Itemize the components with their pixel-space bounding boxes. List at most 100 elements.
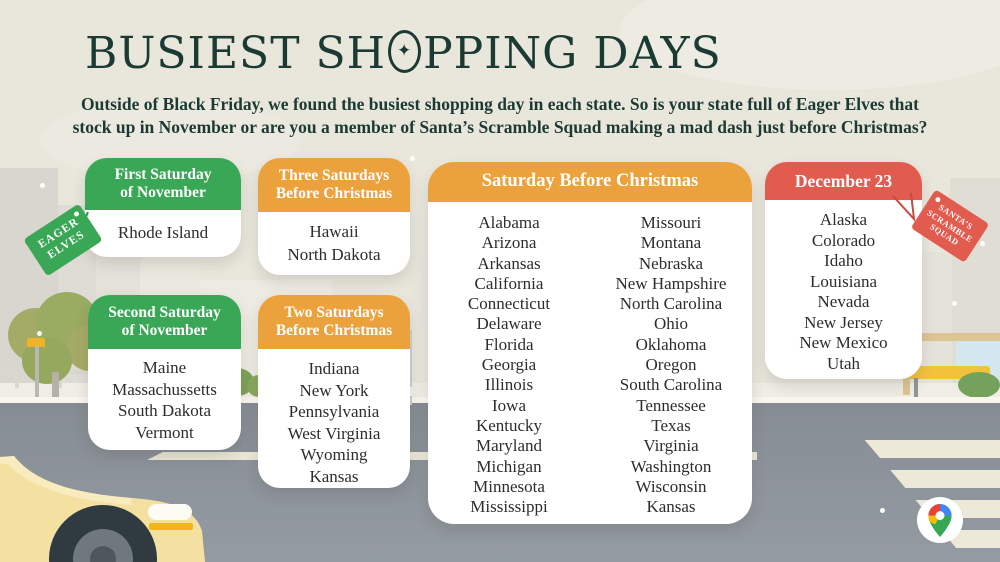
google-maps-logo — [917, 497, 963, 543]
state-item: Maine — [142, 358, 187, 377]
card-first-saturday-of-november: First Saturday of November Rhode Island — [85, 158, 241, 257]
state-item: Wisconsin — [635, 476, 707, 496]
state-item: North Dakota — [287, 245, 381, 264]
state-item: Hawaii — [309, 222, 359, 241]
state-item: Tennessee — [636, 395, 706, 415]
card-december-23: December 23 Alaska Colorado Idaho Louisiana… — [765, 162, 922, 379]
subtitle-line: stock up in November or are you a member… — [72, 117, 928, 138]
state-item: Virginia — [643, 436, 699, 456]
page-subtitle: Outside of Black Friday, we found the bu… — [40, 93, 960, 139]
state-list-column-1: Alabama Arizona Arkansas California Connecti… — [428, 213, 590, 517]
state-list: Maine Massachussetts South Dakota Vermont — [88, 349, 241, 443]
card-header-line: of November — [120, 184, 206, 201]
state-item: Florida — [484, 334, 534, 354]
sparkle-o-icon: ✦ — [388, 30, 422, 73]
state-item: Minnesota — [473, 476, 545, 496]
state-item: South Carolina — [619, 375, 723, 395]
card-header: Saturday Before Christmas — [428, 162, 752, 202]
fence-post — [15, 362, 19, 388]
snow-dot — [410, 156, 415, 161]
title-text-post: PPING DAYS — [423, 28, 722, 79]
state-item: Mississippi — [470, 497, 548, 517]
state-item: Texas — [651, 415, 691, 435]
state-item: Oregon — [645, 355, 697, 375]
state-item: Georgia — [481, 355, 537, 375]
state-item: Alabama — [478, 213, 540, 232]
state-item: New Hampshire — [615, 273, 727, 293]
card-header-line: Two Saturdays — [284, 303, 384, 321]
card-header-line: Three Saturdays — [278, 166, 390, 184]
state-list: Alaska Colorado Idaho Louisiana Nevada New Je… — [765, 200, 922, 374]
state-item: New York — [299, 380, 369, 400]
card-header-line: Before Christmas — [275, 322, 393, 339]
state-item: Wyoming — [300, 445, 368, 464]
state-item: Ohio — [654, 314, 688, 334]
card-header-line: Second Saturday — [108, 303, 221, 321]
state-item: Nevada — [817, 292, 870, 311]
street-lamp-pole — [35, 346, 39, 400]
card-header-line: of November — [121, 322, 208, 339]
state-item: Alaska — [819, 210, 868, 229]
state-item: Missouri — [640, 213, 702, 232]
snow-dot — [880, 508, 885, 513]
card-header-line: December 23 — [794, 170, 893, 191]
card-second-saturday-of-november: Second Saturday of November Maine Massach… — [88, 295, 241, 450]
state-item: Utah — [826, 353, 861, 373]
card-header-line: Saturday Before Christmas — [481, 171, 699, 192]
state-item: Kentucky — [475, 415, 543, 435]
state-item: Pennsylvania — [288, 402, 380, 421]
state-list: Rhode Island — [85, 210, 241, 244]
state-item: Colorado — [811, 230, 876, 250]
card-saturday-before-christmas: Saturday Before Christmas Alabama Arizona… — [428, 162, 752, 524]
card-header: Second Saturday of November — [88, 295, 241, 349]
state-item: Arizona — [481, 233, 537, 253]
snow-dot — [40, 183, 45, 188]
card-three-saturdays-before-christmas: Three Saturdays Before Christmas Hawaii N… — [258, 158, 410, 275]
state-item: South Dakota — [117, 401, 212, 420]
state-item: Vermont — [135, 422, 194, 442]
title-text-pre: BUSIEST SH — [85, 28, 387, 79]
subtitle-line: Outside of Black Friday, we found the bu… — [81, 94, 919, 114]
state-item: Michigan — [476, 456, 542, 476]
snow-dot — [980, 241, 985, 246]
card-header: Three Saturdays Before Christmas — [258, 158, 410, 212]
google-maps-pin-icon — [928, 503, 952, 537]
page-title: BUSIEST SH ✦ PPING DAYS — [85, 28, 785, 79]
state-item: West Virginia — [287, 423, 381, 443]
bench-leg — [914, 378, 918, 397]
state-item: Iowa — [492, 395, 526, 415]
sparkle-star-icon: ✦ — [396, 40, 413, 61]
state-item: Oklahoma — [635, 334, 707, 354]
state-item: Kansas — [646, 497, 696, 517]
state-item: New Mexico — [799, 333, 888, 352]
state-list: Indiana New York Pennsylvania West Virginia… — [258, 349, 410, 487]
state-item: New Jersey — [804, 312, 883, 332]
state-item: Massachussetts — [112, 379, 217, 399]
state-item: North Carolina — [619, 294, 723, 314]
tree-trunk — [52, 372, 59, 399]
state-item: Montana — [640, 233, 702, 253]
bus-stop-beam — [912, 333, 1000, 341]
state-item: Idaho — [824, 251, 863, 270]
state-item: Louisiana — [809, 271, 878, 291]
state-columns: Alabama Arizona Arkansas California Connecti… — [428, 202, 752, 517]
state-list: Hawaii North Dakota — [258, 212, 410, 266]
card-two-saturdays-before-christmas: Two Saturdays Before Christmas Indiana Ne… — [258, 295, 410, 488]
state-item: Delaware — [476, 314, 542, 334]
card-header: First Saturday of November — [85, 158, 241, 210]
state-item: Indiana — [308, 359, 360, 378]
state-item: Connecticut — [467, 294, 551, 314]
state-item: Nebraska — [638, 253, 704, 273]
snow-dot — [952, 301, 957, 306]
snow-dot — [37, 331, 42, 336]
state-item: Maryland — [475, 436, 543, 456]
taxi-illustration — [0, 456, 205, 562]
card-header-line: Before Christmas — [275, 185, 393, 202]
state-list-column-2: Missouri Montana Nebraska New Hampshire Nort… — [590, 213, 752, 517]
bush — [958, 372, 1000, 398]
state-item: Arkansas — [477, 253, 541, 273]
state-item: Rhode Island — [117, 223, 209, 242]
state-item: Kansas — [309, 466, 359, 486]
state-item: Washington — [630, 456, 712, 476]
